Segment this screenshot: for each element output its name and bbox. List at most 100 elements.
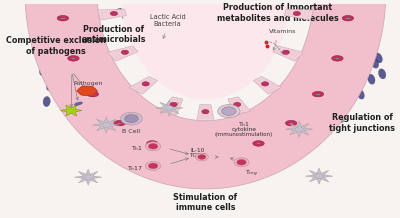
Text: IL-10: IL-10 xyxy=(190,148,205,153)
Text: Production of
antimicrobials: Production of antimicrobials xyxy=(81,25,146,44)
Ellipse shape xyxy=(170,102,177,107)
Ellipse shape xyxy=(368,74,375,84)
Ellipse shape xyxy=(218,105,240,118)
Ellipse shape xyxy=(76,90,80,92)
Ellipse shape xyxy=(262,82,269,86)
Ellipse shape xyxy=(282,50,290,54)
Ellipse shape xyxy=(102,123,110,127)
Ellipse shape xyxy=(114,120,126,126)
Ellipse shape xyxy=(285,120,297,126)
Ellipse shape xyxy=(154,7,171,11)
Bar xyxy=(91,94,94,95)
Ellipse shape xyxy=(219,6,236,11)
Ellipse shape xyxy=(146,142,161,151)
Ellipse shape xyxy=(84,175,92,180)
Polygon shape xyxy=(107,46,138,61)
Ellipse shape xyxy=(87,91,98,97)
Ellipse shape xyxy=(175,6,192,10)
Polygon shape xyxy=(228,97,251,115)
Ellipse shape xyxy=(40,66,47,76)
Ellipse shape xyxy=(378,69,386,79)
Ellipse shape xyxy=(168,10,185,14)
Bar xyxy=(257,143,260,144)
Bar xyxy=(336,58,339,59)
Ellipse shape xyxy=(284,10,299,17)
Ellipse shape xyxy=(57,53,65,63)
Ellipse shape xyxy=(197,4,214,9)
Text: Lactic Acid
Bacteria: Lactic Acid Bacteria xyxy=(150,14,185,27)
Ellipse shape xyxy=(110,11,118,16)
Ellipse shape xyxy=(122,12,137,19)
Ellipse shape xyxy=(132,4,148,10)
Text: Pathogen: Pathogen xyxy=(74,81,103,86)
Ellipse shape xyxy=(57,15,69,21)
Ellipse shape xyxy=(195,153,208,161)
Polygon shape xyxy=(97,9,126,20)
Ellipse shape xyxy=(357,89,364,99)
Ellipse shape xyxy=(364,43,372,53)
Text: T$_{reg}$: T$_{reg}$ xyxy=(245,169,258,179)
Ellipse shape xyxy=(80,94,85,96)
Ellipse shape xyxy=(39,37,47,47)
Ellipse shape xyxy=(36,51,43,61)
Polygon shape xyxy=(25,0,386,189)
Ellipse shape xyxy=(342,15,354,21)
Text: Regulation of
tight junctions: Regulation of tight junctions xyxy=(329,113,395,133)
Ellipse shape xyxy=(68,56,79,61)
Text: T$_h$17: T$_h$17 xyxy=(127,164,143,173)
Ellipse shape xyxy=(360,39,368,49)
Ellipse shape xyxy=(78,86,96,96)
Ellipse shape xyxy=(142,82,149,86)
Ellipse shape xyxy=(46,80,54,91)
Ellipse shape xyxy=(308,14,320,23)
Polygon shape xyxy=(160,97,183,115)
Ellipse shape xyxy=(70,17,81,26)
Ellipse shape xyxy=(94,90,98,92)
Ellipse shape xyxy=(146,141,158,146)
Ellipse shape xyxy=(90,86,94,88)
Ellipse shape xyxy=(293,11,300,16)
Ellipse shape xyxy=(53,25,62,35)
Ellipse shape xyxy=(202,109,209,114)
Text: Vitamins: Vitamins xyxy=(269,29,297,34)
Ellipse shape xyxy=(90,94,94,96)
Ellipse shape xyxy=(148,143,158,149)
Text: (Immunostimulation): (Immunostimulation) xyxy=(214,132,273,137)
Ellipse shape xyxy=(315,174,323,179)
Ellipse shape xyxy=(146,161,161,170)
Bar xyxy=(150,143,154,144)
Ellipse shape xyxy=(237,160,246,165)
Ellipse shape xyxy=(121,50,128,54)
Ellipse shape xyxy=(148,163,158,169)
Ellipse shape xyxy=(190,9,207,13)
Ellipse shape xyxy=(375,53,382,63)
Ellipse shape xyxy=(292,12,306,19)
Ellipse shape xyxy=(330,21,340,31)
Ellipse shape xyxy=(341,29,351,38)
Polygon shape xyxy=(253,77,282,94)
Ellipse shape xyxy=(198,155,206,159)
Ellipse shape xyxy=(248,10,264,15)
Ellipse shape xyxy=(80,86,85,88)
Ellipse shape xyxy=(165,106,173,110)
Text: Competitive exclusion
of pathogens: Competitive exclusion of pathogens xyxy=(6,36,106,56)
Polygon shape xyxy=(121,0,290,99)
Polygon shape xyxy=(305,168,333,184)
Ellipse shape xyxy=(319,19,330,28)
Text: B Cell: B Cell xyxy=(122,129,140,134)
Bar xyxy=(118,123,122,124)
Ellipse shape xyxy=(234,102,241,107)
Text: Production of Important
metabolites and molecules: Production of Important metabolites and … xyxy=(217,3,338,23)
Polygon shape xyxy=(197,105,214,121)
Polygon shape xyxy=(74,169,102,185)
Ellipse shape xyxy=(295,127,303,132)
Polygon shape xyxy=(284,9,314,20)
Polygon shape xyxy=(273,46,304,61)
Ellipse shape xyxy=(124,114,138,123)
Polygon shape xyxy=(129,77,158,94)
Ellipse shape xyxy=(74,102,82,106)
Text: cytokine: cytokine xyxy=(231,127,256,132)
Ellipse shape xyxy=(253,141,264,146)
Text: T$_h$1: T$_h$1 xyxy=(238,120,250,129)
Ellipse shape xyxy=(371,58,379,68)
